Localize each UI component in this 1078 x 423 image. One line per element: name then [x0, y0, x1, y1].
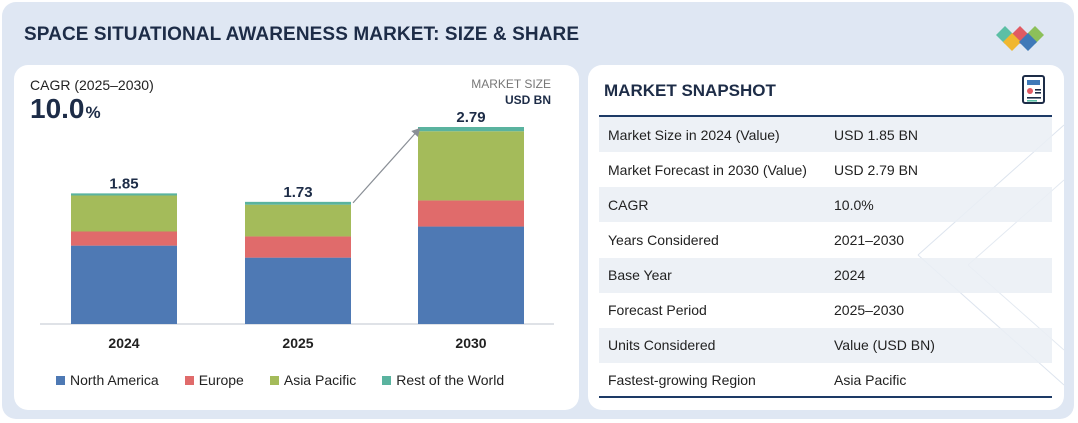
row-value: Value (USD BN): [834, 327, 1052, 363]
legend-item-north-america: North America: [56, 372, 159, 388]
legend-swatch: [269, 375, 279, 385]
legend-swatch: [184, 375, 194, 385]
row-value: 2025–2030: [834, 302, 905, 319]
bar-europe-2025: [245, 236, 351, 258]
row-label: Market Size in 2024 (Value): [599, 117, 834, 153]
divider: [599, 115, 1052, 117]
legend-label: North America: [70, 372, 159, 388]
row-label: Units Considered: [599, 327, 834, 363]
data-label-2024: 1.85: [109, 175, 138, 192]
diamond-cluster-logo-icon: [996, 26, 1044, 51]
table-row: Base Year 2024: [599, 257, 1052, 293]
table-row: Fastest-growing Region Asia Pacific: [599, 363, 1052, 398]
bar-north-america-2025: [245, 257, 351, 324]
snapshot-title: MARKET SNAPSHOT: [604, 81, 776, 100]
chart-panel: CAGR (2025–2030) 10.0% MARKET SIZE USD B…: [14, 65, 579, 410]
legend-item-europe: Europe: [184, 372, 244, 388]
row-label: Market Forecast in 2030 (Value): [608, 161, 807, 178]
stacked-bar-chart: 1.85 2024 1.73 2025 2.79 2030: [40, 109, 554, 351]
row-value: 2021–2030: [834, 231, 905, 248]
bar-asia-pacific-2024: [71, 195, 177, 232]
x-tick-label-2025: 2025: [282, 335, 313, 351]
row-label: CAGR: [599, 187, 834, 223]
x-tick-label-2024: 2024: [108, 335, 139, 351]
growth-arrow-head-icon: [411, 128, 420, 137]
legend-item-asia-pacific: Asia Pacific: [269, 372, 357, 388]
data-label-2030: 2.79: [456, 109, 485, 126]
legend-swatch: [382, 375, 392, 385]
report-document-icon: [1022, 75, 1045, 104]
snapshot-table: Market Size in 2024 (Value) USD 1.85 BN M…: [599, 117, 1052, 398]
cagr-number: 10.0: [30, 93, 85, 124]
row-label: Forecast Period: [608, 302, 707, 319]
row-value: USD 2.79 BN: [834, 161, 919, 178]
table-row: Years Considered 2021–2030: [599, 222, 1052, 257]
market-size-label: MARKET SIZE: [471, 77, 551, 91]
row-value: 2024: [834, 257, 1052, 293]
bar-rest-of-the-world-2024: [71, 193, 177, 196]
bar-rest-of-the-world-2030: [418, 127, 524, 132]
x-tick-label-2030: 2030: [455, 335, 486, 351]
row-value: 10.0%: [834, 187, 1052, 223]
divider: [599, 396, 1052, 398]
legend-label: Rest of the World: [396, 372, 505, 388]
row-label: Base Year: [599, 257, 834, 293]
chart-legend: North America Europe Asia Pacific Rest o…: [56, 372, 504, 388]
table-row: Market Forecast in 2030 (Value) USD 2.79 …: [599, 152, 1052, 187]
table-row: Market Size in 2024 (Value) USD 1.85 BN: [599, 117, 1052, 153]
cagr-label: CAGR (2025–2030): [30, 77, 154, 93]
legend-item-rest-of-world: Rest of the World: [382, 372, 504, 388]
table-row: Units Considered Value (USD BN): [599, 327, 1052, 363]
bar-rest-of-the-world-2025: [245, 201, 351, 205]
page-title: SPACE SITUATIONAL AWARENESS MARKET: SIZE…: [24, 24, 580, 45]
bar-asia-pacific-2025: [245, 204, 351, 237]
bar-asia-pacific-2030: [418, 131, 524, 201]
bar-europe-2030: [418, 200, 524, 227]
bar-europe-2024: [71, 231, 177, 246]
data-label-2025: 1.73: [283, 184, 312, 201]
bar-north-america-2024: [71, 245, 177, 324]
row-value: USD 1.85 BN: [834, 117, 1052, 153]
legend-swatch: [56, 375, 65, 385]
bar-north-america-2030: [418, 226, 524, 324]
row-value: Asia Pacific: [834, 372, 907, 389]
legend-label: Europe: [198, 372, 244, 388]
table-row: CAGR 10.0%: [599, 187, 1052, 223]
table-row: Forecast Period 2025–2030: [599, 293, 1052, 328]
legend-label: Asia Pacific: [283, 372, 357, 388]
cagr-unit: %: [85, 103, 101, 122]
cagr-value: 10.0%: [30, 93, 101, 125]
market-snapshot-panel: MARKET SNAPSHOT Market Size in 2024 (Val…: [588, 65, 1064, 410]
market-size-unit: USD BN: [504, 93, 551, 107]
growth-arrow-line: [352, 127, 421, 204]
row-label: Fastest-growing Region: [608, 372, 756, 389]
row-label: Years Considered: [608, 231, 719, 248]
